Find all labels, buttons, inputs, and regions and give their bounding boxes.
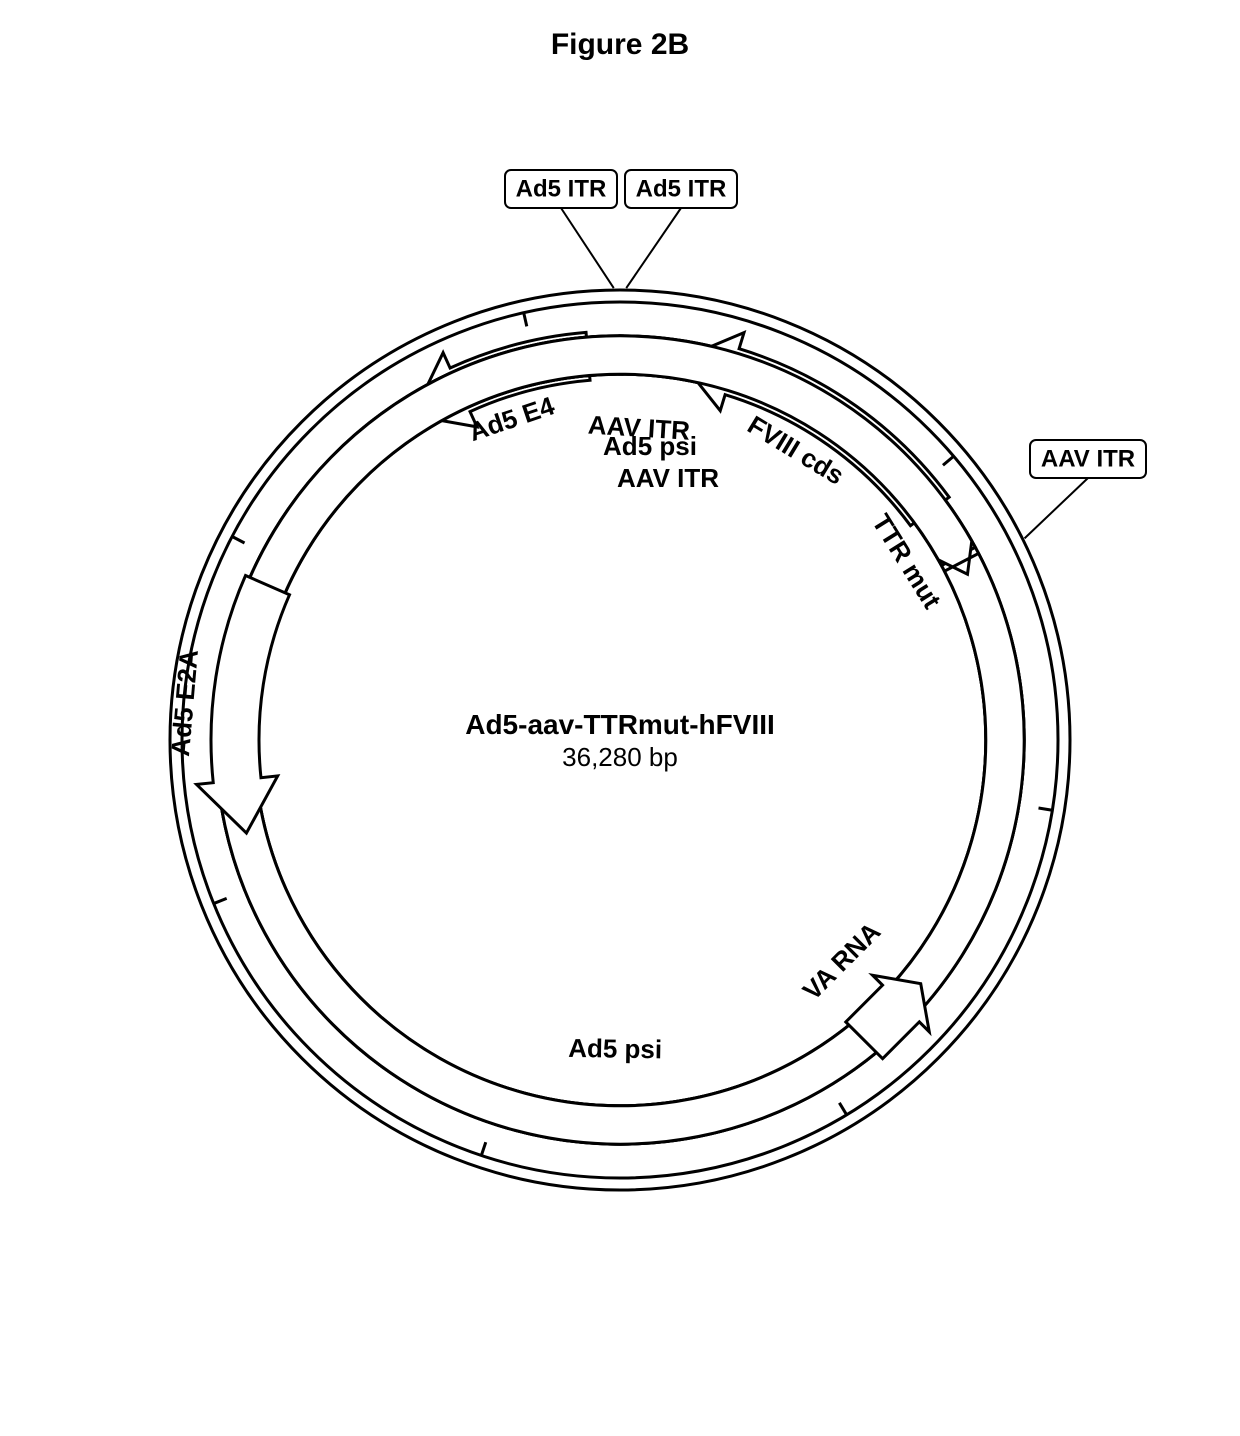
- tick-mark: [481, 1142, 485, 1155]
- plasmid-map: 5,00010,00015,00020,00025,00030,00035,00…: [70, 140, 1170, 1340]
- feature-label: VA RNA: [797, 916, 887, 1006]
- tick-mark: [214, 898, 227, 903]
- callout-leader: [626, 208, 681, 288]
- feature-label: Ad5 E2A: [165, 648, 204, 757]
- figure-title: Figure 2B: [0, 28, 1240, 62]
- callout-leader: [561, 208, 614, 288]
- tick-mark: [839, 1103, 846, 1115]
- callout-label: Ad5 ITR: [516, 175, 607, 202]
- feature-label: Ad5 psi: [603, 431, 697, 461]
- feature-label: AAV ITR: [617, 463, 719, 493]
- tick-mark: [943, 456, 954, 465]
- tick-mark: [1039, 808, 1053, 810]
- plasmid-size: 36,280 bp: [562, 742, 678, 772]
- callout-label: Ad5 ITR: [636, 175, 727, 202]
- plasmid-svg: 5,00010,00015,00020,00025,00030,00035,00…: [70, 140, 1170, 1340]
- callout-leader: [1025, 478, 1088, 538]
- feature-label: Ad5 psi: [568, 1033, 662, 1064]
- tick-mark: [524, 313, 527, 327]
- tick-mark: [232, 537, 244, 544]
- plasmid-name: Ad5-aav-TTRmut-hFVIII: [465, 709, 775, 740]
- feature-ad5-e2a: [197, 576, 290, 834]
- page: Figure 2B 5,00010,00015,00020,00025,0003…: [0, 0, 1240, 1436]
- callout-label: AAV ITR: [1041, 445, 1135, 472]
